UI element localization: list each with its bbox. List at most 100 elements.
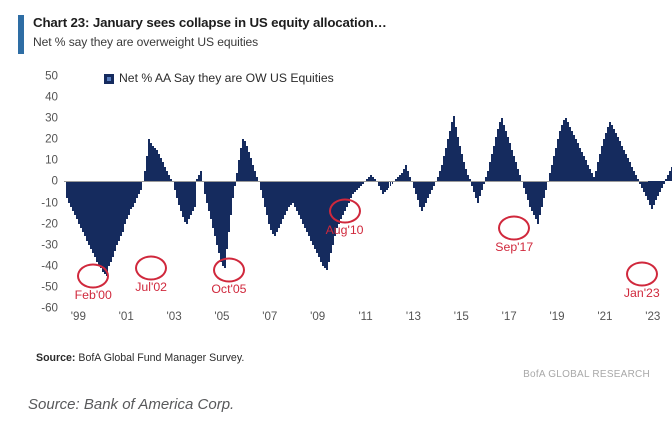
bar — [459, 145, 462, 182]
bar — [457, 137, 460, 182]
bar — [600, 145, 603, 182]
y-axis-tick: 40 — [45, 90, 58, 104]
bar — [102, 181, 105, 273]
bar — [271, 181, 274, 235]
bar — [447, 139, 450, 182]
bar — [664, 179, 667, 182]
bar — [273, 181, 276, 237]
bar — [295, 181, 298, 211]
bar — [319, 181, 322, 262]
bar — [642, 181, 645, 192]
bar — [610, 124, 613, 182]
bar — [225, 181, 228, 249]
bar — [606, 126, 609, 182]
bar — [650, 181, 653, 209]
bar — [88, 181, 91, 245]
bar — [495, 137, 498, 182]
bar — [309, 181, 312, 241]
bar — [421, 181, 424, 211]
bar — [479, 181, 482, 197]
bar — [592, 177, 595, 182]
y-axis-tick: 30 — [45, 111, 58, 125]
bar — [349, 181, 352, 199]
bar — [405, 164, 408, 182]
x-axis: '99 '01 '03 '05 '07 '09 '11 '13 '15 '17 '19 '21 '23 — [64, 310, 661, 328]
bar — [100, 181, 103, 268]
bar — [118, 181, 121, 241]
bar — [501, 118, 504, 182]
bar — [164, 166, 167, 182]
bar — [563, 120, 566, 182]
bar — [660, 181, 663, 188]
bar — [92, 181, 95, 254]
bar — [533, 181, 536, 216]
bar — [152, 145, 155, 182]
bar — [223, 181, 226, 268]
bar — [281, 181, 284, 220]
y-axis-tick: 50 — [45, 69, 58, 83]
bar — [335, 181, 338, 228]
bar — [369, 175, 372, 182]
bar — [96, 181, 99, 262]
bar — [670, 166, 672, 182]
bar — [624, 154, 627, 182]
x-axis-tick: '03 — [166, 310, 182, 323]
bar — [190, 181, 193, 216]
bar — [353, 181, 356, 192]
bar — [227, 181, 230, 233]
title-accent-bar — [18, 15, 24, 54]
bar — [573, 135, 575, 182]
bar — [497, 128, 500, 182]
x-axis-tick: '11 — [358, 310, 373, 323]
bar — [160, 158, 163, 182]
x-axis-tick: '23 — [645, 310, 661, 323]
bar — [337, 181, 340, 224]
bar — [612, 128, 615, 182]
bar — [397, 177, 400, 182]
legend-label: Net % AA Say they are OW US Equities — [119, 71, 334, 85]
bar — [483, 181, 486, 184]
bar — [586, 164, 589, 182]
bar — [365, 179, 368, 182]
chart-card: Chart 23: January sees collapse in US eq… — [18, 15, 672, 380]
bar — [415, 181, 418, 195]
bar — [158, 154, 161, 182]
bar — [399, 175, 402, 182]
bar — [247, 151, 250, 182]
bar — [82, 181, 85, 233]
bar — [116, 181, 119, 245]
bar — [389, 181, 392, 186]
legend-square-icon — [104, 73, 114, 84]
bar — [329, 181, 332, 254]
bar — [184, 181, 187, 222]
bar — [666, 175, 669, 182]
bar — [409, 177, 412, 182]
bar — [213, 181, 216, 237]
bar — [124, 181, 127, 224]
bar — [204, 181, 206, 195]
bar — [626, 158, 629, 182]
bar — [648, 181, 651, 205]
bar — [620, 145, 623, 182]
bar — [112, 181, 115, 258]
bar — [656, 181, 659, 197]
bar — [636, 179, 639, 182]
bar — [567, 122, 569, 182]
page-title: Chart 23: January sees collapse in US eq… — [33, 15, 387, 30]
bar — [561, 124, 564, 182]
bar — [604, 132, 607, 182]
x-axis-tick: '19 — [549, 310, 565, 323]
bar — [485, 177, 488, 182]
y-axis-tick: 10 — [45, 153, 58, 167]
bar — [351, 181, 354, 195]
bar — [341, 181, 344, 216]
bar — [106, 181, 109, 277]
bar — [628, 162, 631, 182]
x-axis-tick: '99 — [70, 310, 86, 323]
bar — [217, 181, 220, 254]
bar — [136, 181, 139, 199]
bar — [275, 181, 278, 233]
bar — [559, 130, 562, 182]
bar — [654, 181, 657, 201]
bar — [138, 181, 141, 195]
